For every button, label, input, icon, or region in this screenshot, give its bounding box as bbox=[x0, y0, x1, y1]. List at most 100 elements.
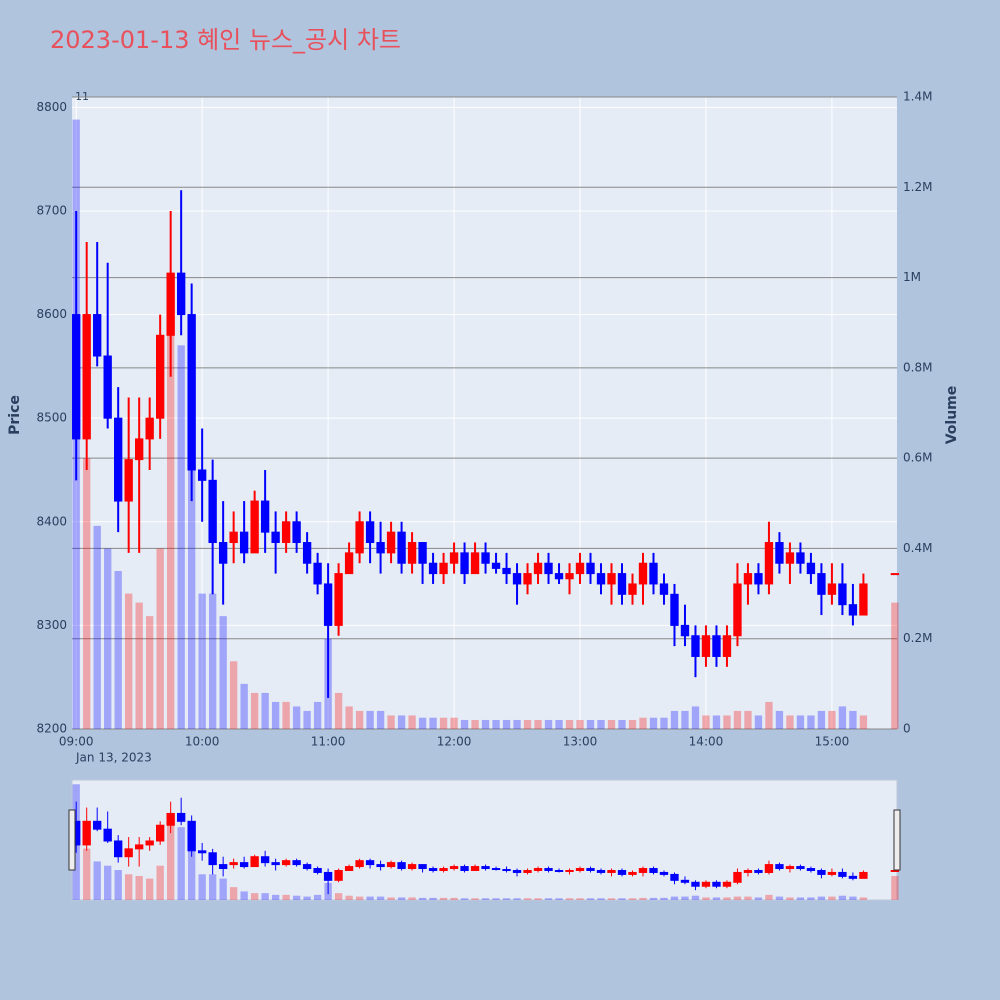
x-date-label: Jan 13, 2023 bbox=[75, 751, 152, 765]
slider-candle-body bbox=[439, 868, 448, 871]
y2-axis-title: Volume bbox=[944, 386, 960, 445]
slider-volume-bar bbox=[492, 898, 500, 900]
candle-body bbox=[93, 314, 102, 357]
candle-body bbox=[722, 635, 732, 657]
slider-candle-body bbox=[187, 820, 196, 852]
slider-volume-bar bbox=[104, 865, 112, 900]
volume-bar bbox=[691, 706, 700, 729]
slider-volume-bar bbox=[544, 898, 553, 900]
x-tick-label: 10:00 bbox=[185, 735, 220, 749]
candle-body bbox=[365, 521, 375, 544]
candle-body bbox=[533, 562, 543, 575]
volume-bar bbox=[93, 525, 101, 729]
slider-candle-body bbox=[806, 868, 816, 871]
slider-volume-bar bbox=[460, 898, 469, 900]
volume-bar bbox=[250, 692, 259, 729]
volume-bar bbox=[807, 715, 815, 729]
slider-candle-body bbox=[470, 866, 480, 871]
slider-candle-body bbox=[281, 860, 291, 866]
slider-candle-body bbox=[197, 850, 207, 854]
slider-volume-bar bbox=[208, 874, 217, 900]
slider-volume-bar bbox=[397, 897, 406, 900]
volume-bar bbox=[786, 715, 794, 729]
candle-body bbox=[428, 562, 438, 575]
candle-body bbox=[449, 552, 459, 564]
candle-body bbox=[544, 562, 553, 575]
candle-body bbox=[292, 521, 301, 544]
slider-candle-body bbox=[848, 875, 858, 879]
slider-handle[interactable] bbox=[893, 809, 901, 871]
slider-candle-body bbox=[93, 820, 102, 830]
volume-bar bbox=[240, 683, 248, 729]
y2-tick-label: 0.4M bbox=[903, 541, 932, 555]
slider-volume-bar bbox=[733, 896, 742, 900]
candle-body bbox=[250, 500, 259, 554]
slider-volume-bar bbox=[145, 878, 154, 900]
volume-bar bbox=[83, 458, 91, 729]
candle-body bbox=[859, 583, 868, 616]
candle-body bbox=[197, 469, 207, 481]
candle-body bbox=[271, 531, 280, 544]
volume-bar bbox=[681, 710, 689, 729]
y-tick-label: 8400 bbox=[36, 514, 67, 528]
slider-volume-bar bbox=[786, 897, 794, 900]
y2-tick-label: 1.2M bbox=[903, 180, 932, 194]
volume-bar bbox=[502, 719, 511, 729]
y2-tick-label: 1M bbox=[903, 270, 921, 284]
candle-body bbox=[302, 542, 312, 564]
slider-candle-body bbox=[523, 869, 532, 873]
slider-candle-body bbox=[754, 869, 763, 873]
slider-volume-bar bbox=[723, 897, 731, 900]
slider-handle[interactable] bbox=[68, 809, 76, 871]
candle-body bbox=[344, 552, 354, 575]
slider-candle-body bbox=[145, 840, 154, 846]
volume-bar bbox=[271, 701, 280, 729]
slider-candle-body bbox=[859, 871, 868, 879]
slider-candle-body bbox=[166, 812, 175, 826]
slider-volume-bar bbox=[83, 848, 91, 900]
slider-candle-body bbox=[386, 862, 396, 868]
slider-volume-bar bbox=[450, 897, 458, 900]
volume-bar bbox=[303, 710, 311, 729]
candle-body bbox=[260, 500, 270, 533]
y2-tick-label: 1.4M bbox=[903, 90, 932, 104]
candle-body bbox=[397, 531, 406, 564]
candle-body bbox=[827, 583, 837, 595]
candle-body bbox=[764, 542, 774, 585]
volume-bar bbox=[408, 715, 416, 729]
volume-bar bbox=[618, 719, 626, 729]
volume-bar bbox=[208, 593, 217, 729]
slider-candle-body bbox=[596, 869, 606, 873]
candle-body bbox=[145, 417, 154, 440]
slider-candle-body bbox=[481, 866, 490, 870]
slider-volume-bar bbox=[891, 876, 899, 900]
candle-body bbox=[712, 635, 721, 657]
slider-volume-bar bbox=[555, 898, 563, 900]
volume-bar bbox=[387, 715, 395, 729]
slider-candle-body bbox=[554, 869, 564, 872]
slider-candle-body bbox=[586, 868, 595, 871]
slider-volume-bar bbox=[618, 898, 626, 900]
slider-candle-body bbox=[670, 873, 679, 881]
slider-candle-body bbox=[103, 828, 112, 842]
range-slider[interactable] bbox=[71, 779, 898, 901]
slider-candle-body bbox=[355, 860, 364, 868]
candle-body bbox=[208, 479, 217, 544]
slider-volume-bar bbox=[649, 897, 658, 900]
volume-bar bbox=[292, 706, 301, 729]
candle-body bbox=[638, 562, 648, 585]
volume-bar bbox=[282, 701, 290, 729]
candle-body bbox=[82, 314, 91, 440]
slider-candle-body bbox=[575, 868, 585, 871]
candle-body bbox=[376, 542, 385, 554]
plot-area bbox=[72, 97, 897, 729]
slider-volume-bar bbox=[586, 898, 595, 900]
slider-candle-body bbox=[271, 862, 280, 866]
slider-volume-bar bbox=[565, 898, 574, 900]
candle-body bbox=[439, 562, 448, 575]
candle-body bbox=[670, 593, 679, 626]
candle-body bbox=[114, 417, 123, 502]
candle-body bbox=[806, 562, 816, 575]
candle-body bbox=[785, 552, 795, 564]
